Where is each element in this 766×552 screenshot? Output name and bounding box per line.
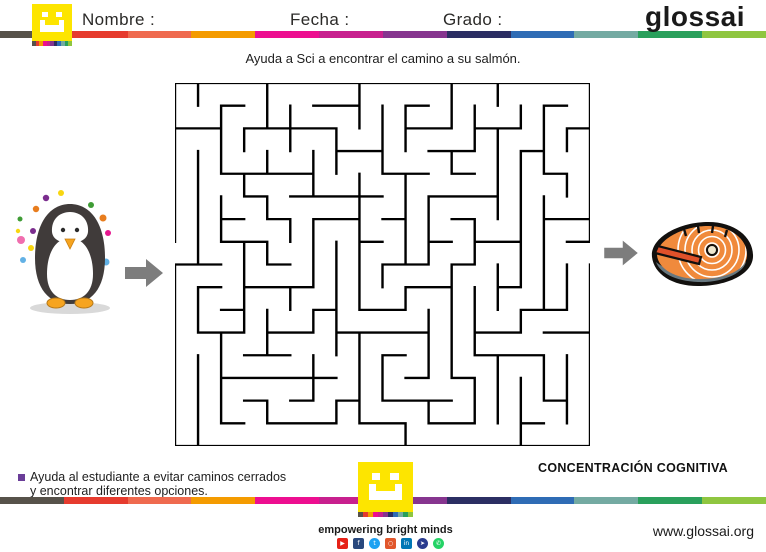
category-label: CONCENTRACIÓN COGNITIVA — [538, 461, 728, 475]
header-divider-stripe — [0, 31, 766, 38]
messenger-icon[interactable]: ➤ — [417, 538, 428, 549]
grade-label: Grado : — [443, 10, 503, 29]
whatsapp-icon[interactable]: ✆ — [433, 538, 444, 549]
date-label: Fecha : — [290, 10, 350, 29]
penguin-beak — [64, 238, 76, 250]
smiley-mouth-icon — [394, 483, 402, 491]
smiley-mouth-icon — [40, 25, 64, 32]
twitter-icon[interactable]: t — [369, 538, 380, 549]
smiley-mouth-icon — [369, 491, 402, 500]
smiley-eye-icon — [371, 472, 380, 480]
penguin-face — [51, 212, 89, 243]
penguin-belly — [47, 238, 93, 300]
logo-color-stripe — [358, 512, 413, 517]
smiley-mouth-icon — [40, 19, 46, 26]
logo-color-stripe — [32, 41, 73, 46]
name-label: Nombre : — [82, 10, 156, 29]
salmon-spine-marks — [682, 225, 729, 238]
teacher-note: Ayuda al estudiante a evitar caminos cer… — [18, 470, 286, 498]
smiley-mouth-icon — [369, 483, 377, 491]
penguin-eye — [74, 227, 80, 233]
tagline: empowering bright minds — [318, 524, 453, 536]
maze-walls — [175, 83, 590, 446]
penguin-illustration — [15, 190, 111, 314]
glossai-smiley-logo — [32, 4, 73, 46]
note-line2: y encontrar diferentes opciones. — [30, 484, 208, 498]
arrow-right-icon — [125, 259, 163, 287]
linkedin-icon[interactable]: in — [401, 538, 412, 549]
instagram-icon[interactable]: ○ — [385, 538, 396, 549]
smiley-eye-icon — [390, 472, 399, 480]
note-line1: Ayuda al estudiante a evitar caminos cer… — [30, 470, 287, 484]
note-bullet-icon — [18, 474, 25, 481]
smiley-eye-icon — [42, 11, 48, 17]
website-link[interactable]: www.glossai.org — [652, 523, 754, 539]
penguin-eye — [60, 227, 66, 233]
instruction-text: Ayuda a Sci a encontrar el camino a su s… — [245, 51, 521, 66]
maze — [175, 83, 590, 446]
brand-wordmark: glossai — [645, 1, 745, 32]
salmon-slit — [653, 244, 703, 266]
arrow-right-icon — [604, 240, 638, 266]
salmon-bone — [706, 244, 718, 256]
salmon-skin — [656, 261, 746, 283]
glossai-smiley-logo-footer — [358, 462, 413, 517]
penguin-feet — [46, 297, 94, 309]
smiley-eye-icon — [55, 11, 62, 17]
footer-divider-stripe — [0, 497, 766, 504]
salmon-illustration — [651, 221, 754, 286]
social-icons-row: ▶ f t ○ in ➤ ✆ — [337, 538, 444, 549]
smiley-mouth-icon — [58, 19, 64, 26]
youtube-icon[interactable]: ▶ — [337, 538, 348, 549]
facebook-icon[interactable]: f — [353, 538, 364, 549]
